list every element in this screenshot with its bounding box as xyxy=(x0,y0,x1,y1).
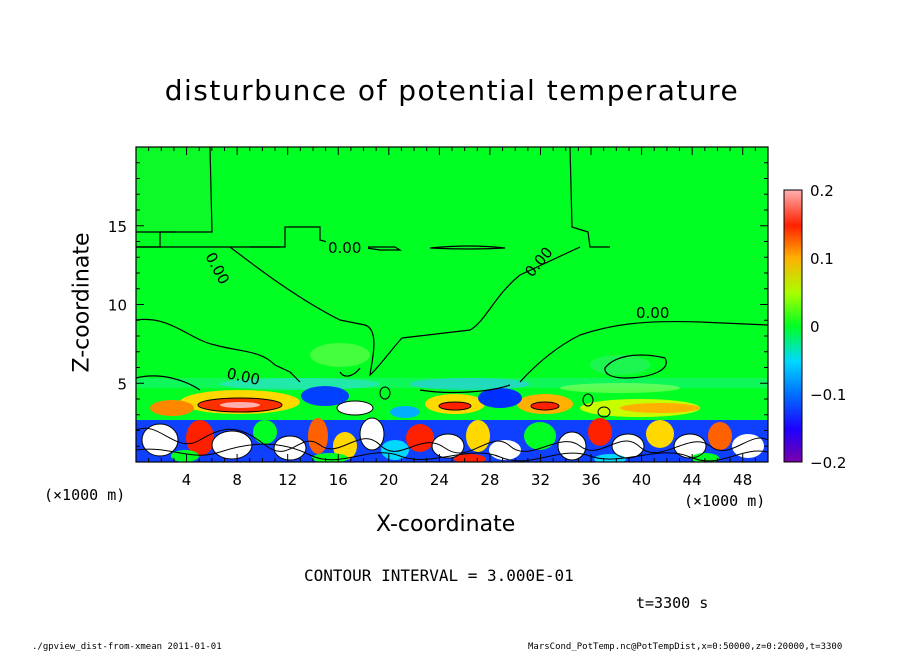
chart-title: disturbunce of potential temperature xyxy=(164,74,740,107)
x-axis-ticks: 4 8 12 16 20 24 28 32 36 40 44 48 xyxy=(148,147,756,489)
x-axis-label: X-coordinate xyxy=(376,512,516,537)
x-tick-label: 16 xyxy=(329,471,348,489)
y-axis-label: Z-coordinate xyxy=(69,232,95,373)
colorbar-tick-label: 0.1 xyxy=(810,250,834,268)
y-tick-label: 15 xyxy=(108,218,127,236)
x-tick-label: 32 xyxy=(531,471,550,489)
colorbar-ticks: 0.2 0.1 0 −0.1 −0.2 xyxy=(810,182,846,472)
contour-lens-right xyxy=(429,245,506,250)
y-tick-label: 10 xyxy=(108,297,127,315)
contour-loop-right xyxy=(604,354,667,379)
y-axis-ticks: 5 10 15 xyxy=(108,162,768,447)
y-tick-label: 5 xyxy=(117,375,127,393)
footer-left: ./gpview_dist-from-xmean 2011-01-01 xyxy=(32,642,222,652)
contour-upper-right xyxy=(569,147,610,248)
contour-mid-right xyxy=(519,320,768,383)
contour-v xyxy=(229,246,581,377)
contour-mid-left xyxy=(136,318,301,383)
x-tick-label: 4 xyxy=(182,471,192,489)
colorbar-tick-label: −0.2 xyxy=(810,454,846,472)
colorbar-tick-label: 0.2 xyxy=(810,182,834,200)
x-tick-label: 24 xyxy=(430,471,449,489)
x-tick-label: 40 xyxy=(632,471,651,489)
x-units-left: (×1000 m) xyxy=(44,486,126,504)
contour-label: 0.00 xyxy=(636,304,669,322)
colorbar-tick-label: −0.1 xyxy=(810,386,846,404)
x-tick-label: 36 xyxy=(581,471,600,489)
contour-label: 0.00 xyxy=(328,239,361,257)
heatmap-disturbance-layer xyxy=(136,147,768,462)
x-tick-label: 12 xyxy=(278,471,297,489)
x-units-right: (×1000 m) xyxy=(684,492,766,510)
footer-right: MarsCond_PotTemp.nc@PotTempDist,x=0:5000… xyxy=(528,642,843,652)
x-tick-label: 28 xyxy=(480,471,499,489)
x-tick-label: 8 xyxy=(232,471,242,489)
x-tick-label: 44 xyxy=(683,471,702,489)
time-label: t=3300 s xyxy=(636,594,709,612)
x-tick-label: 20 xyxy=(379,471,398,489)
contour-interval: CONTOUR INTERVAL = 3.000E-01 xyxy=(304,566,574,585)
x-tick-label: 48 xyxy=(733,471,752,489)
colorbar xyxy=(783,189,803,463)
colorbar-tick-label: 0 xyxy=(810,318,820,336)
